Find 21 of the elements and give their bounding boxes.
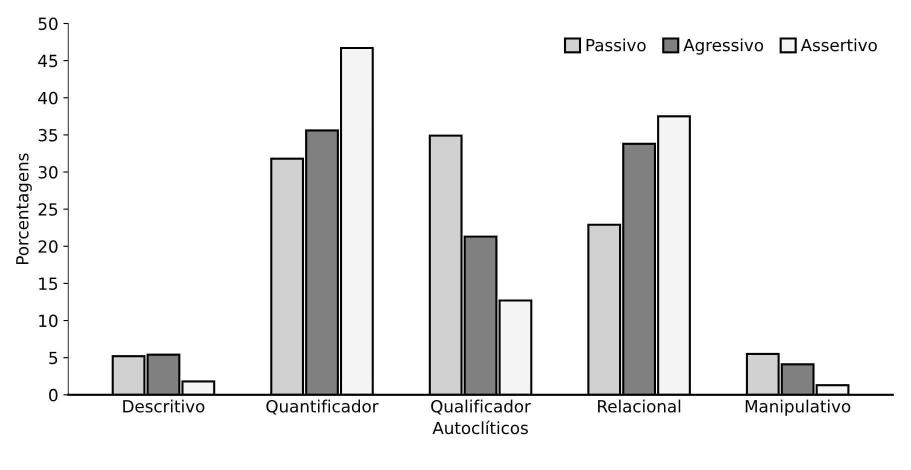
y-axis-title: Porcentagens (16, 154, 32, 264)
y-tick-label: 5 (49, 352, 58, 364)
y-tick-label: 25 (38, 203, 58, 216)
x-axis-title: Autoclíticos (432, 420, 528, 434)
legend-label: Passivo (586, 38, 646, 52)
x-tick-label: Quantificador (266, 400, 379, 414)
y-tick-label: 20 (38, 240, 58, 253)
y-tick-label: 0 (49, 388, 58, 402)
x-tick-label: Manipulativo (746, 400, 850, 416)
y-tick-label: 35 (38, 128, 58, 142)
y-tick-label: 15 (39, 278, 58, 290)
y-tick-label: 50 (38, 17, 58, 30)
y-tick-label: 30 (38, 166, 58, 179)
x-tick-label: Descritivo (123, 400, 204, 413)
y-tick-label: 45 (38, 54, 58, 68)
x-tick-label: Qualificador (431, 400, 531, 414)
legend-label: Assertivo (800, 38, 877, 52)
legend-label: Agressivo (683, 38, 764, 55)
x-tick-label: Relacional (598, 400, 680, 413)
y-tick-label: 40 (38, 92, 58, 104)
y-tick-label: 10 (39, 314, 58, 328)
